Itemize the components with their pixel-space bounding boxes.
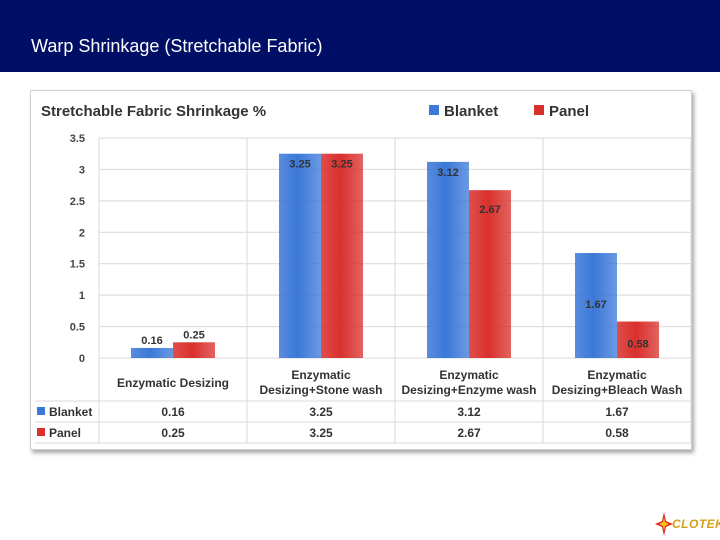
header-bar: Warp Shrinkage (Stretchable Fabric) xyxy=(0,0,720,72)
data-label: 2.67 xyxy=(479,204,500,216)
data-label: 3.25 xyxy=(289,159,310,171)
table-cell: 0.58 xyxy=(605,426,629,440)
legend-label-panel: Panel xyxy=(549,103,589,120)
y-tick-label: 2 xyxy=(79,227,85,239)
x-category-label: Desizing+Stone wash xyxy=(259,383,382,397)
x-category-label: Enzymatic xyxy=(291,368,351,382)
table-cell: 3.12 xyxy=(457,405,481,419)
shrinkage-chart: Stretchable Fabric Shrinkage % Blanket Pan… xyxy=(35,103,691,444)
page-title: Warp Shrinkage (Stretchable Fabric) xyxy=(31,36,323,56)
bar-panel xyxy=(321,153,363,358)
bar-blanket xyxy=(427,161,469,358)
x-category-label: Enzymatic Desizing xyxy=(117,376,229,390)
x-category-label: Enzymatic xyxy=(439,368,499,382)
table-swatch-blanket xyxy=(37,407,45,415)
table-swatch-panel xyxy=(37,428,45,436)
table-cell: 2.67 xyxy=(457,426,481,440)
legend-swatch-blanket xyxy=(429,105,439,115)
y-tick-label: 0.5 xyxy=(70,322,85,334)
legend-label-blanket: Blanket xyxy=(444,103,498,120)
bar-blanket xyxy=(131,347,173,358)
y-tick-label: 3.5 xyxy=(70,133,85,145)
table-cell: 3.25 xyxy=(309,426,333,440)
table-cell: 0.25 xyxy=(161,426,185,440)
chart-frame: Stretchable Fabric Shrinkage % Blanket Pan… xyxy=(30,90,692,450)
bar-blanket xyxy=(279,153,321,358)
table-cell: 0.16 xyxy=(161,405,185,419)
data-label: 0.58 xyxy=(627,339,648,351)
logo: CLOTEK xyxy=(655,512,720,538)
bar-panel xyxy=(469,190,511,358)
data-label: 0.25 xyxy=(183,329,204,341)
x-category-label: Enzymatic xyxy=(587,368,647,382)
bar-panel xyxy=(173,342,215,358)
table-cell: 3.25 xyxy=(309,405,333,419)
y-tick-label: 2.5 xyxy=(70,196,85,208)
data-label: 1.67 xyxy=(585,299,606,311)
logo-star-icon xyxy=(655,512,673,536)
data-label: 0.16 xyxy=(141,335,162,347)
table-series-label: Panel xyxy=(49,426,81,440)
chart-title: Stretchable Fabric Shrinkage % xyxy=(41,103,266,120)
data-label: 3.25 xyxy=(331,159,352,171)
y-tick-label: 0 xyxy=(79,353,85,365)
y-tick-label: 3 xyxy=(79,164,85,176)
bar-blanket xyxy=(575,253,617,358)
legend-swatch-panel xyxy=(534,105,544,115)
y-tick-label: 1 xyxy=(79,290,85,302)
y-tick-label: 1.5 xyxy=(70,259,85,271)
bar-panel xyxy=(617,321,659,358)
logo-text: CLOTEK xyxy=(672,517,720,531)
table-series-label: Blanket xyxy=(49,405,92,419)
table-cell: 1.67 xyxy=(605,405,629,419)
data-label: 3.12 xyxy=(437,167,458,179)
x-category-label: Desizing+Bleach Wash xyxy=(552,383,683,397)
x-category-label: Desizing+Enzyme wash xyxy=(401,383,536,397)
